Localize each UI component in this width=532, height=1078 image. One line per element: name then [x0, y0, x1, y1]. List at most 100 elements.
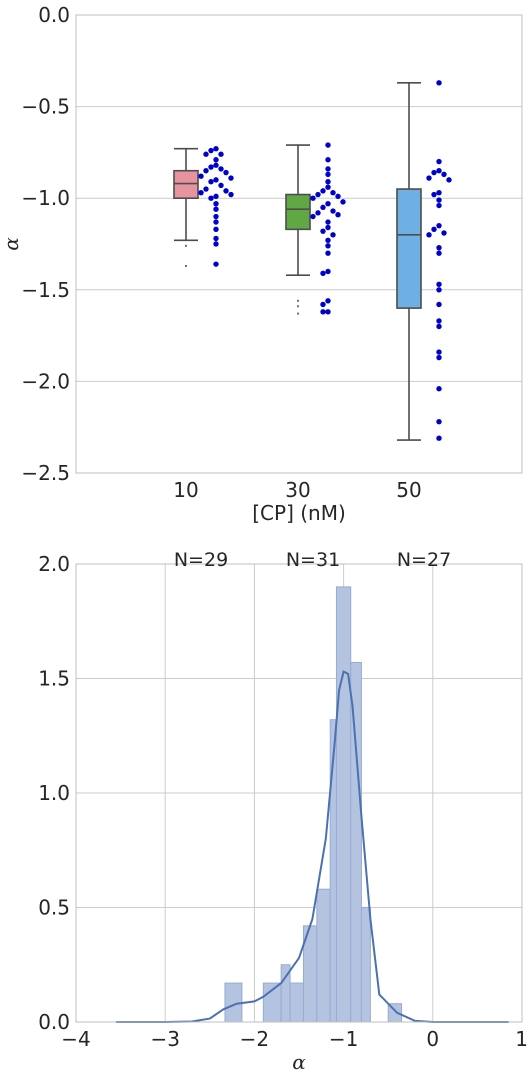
swarm-point — [213, 177, 219, 183]
swarm-point — [218, 166, 224, 172]
box-body — [396, 188, 422, 309]
swarm-point — [441, 230, 447, 236]
swarm-point — [320, 228, 326, 234]
swarm-point — [340, 199, 346, 205]
swarm-point — [436, 222, 442, 229]
swarm-point — [436, 354, 442, 361]
swarm-point — [325, 166, 331, 172]
box-body — [173, 169, 199, 200]
box-outlier — [185, 264, 187, 267]
sample-size-label: N=27 — [397, 549, 451, 571]
swarm-point — [436, 190, 442, 196]
swarm-point — [310, 195, 316, 201]
swarm-points — [198, 80, 452, 441]
swarm-point — [315, 191, 321, 198]
swarm-point — [436, 202, 442, 209]
histogram-y-ticks: 0.0 0.5 1.0 1.5 2.0 — [38, 552, 70, 1034]
swarm-point — [208, 164, 214, 170]
boxplot-y-tick-label: −2.0 — [21, 369, 70, 393]
histogram-y-tick-label: 0.0 — [38, 1010, 70, 1034]
box-outlier — [297, 312, 299, 315]
swarm-point — [436, 301, 442, 308]
boxplot-y-tick-label: −1.0 — [21, 186, 70, 210]
boxplot-x-tick-label: 30 — [285, 478, 310, 502]
boxplot-y-tick-label: −2.5 — [21, 461, 70, 485]
box-outlier — [297, 305, 299, 308]
box-outlier — [297, 299, 299, 302]
histogram-bars — [224, 586, 403, 1023]
histogram-x-axis-label: α — [292, 1050, 306, 1074]
histogram-x-tick-label: −1 — [329, 1027, 358, 1051]
swarm-point — [213, 219, 219, 225]
swarm-point — [441, 171, 447, 178]
swarm-point — [325, 179, 331, 185]
swarm-point — [436, 323, 442, 330]
histogram-x-tick-label: −2 — [240, 1027, 269, 1051]
swarm-point — [203, 186, 209, 192]
swarm-point — [213, 146, 219, 152]
swarm-point — [335, 193, 341, 200]
swarm-point — [325, 268, 331, 275]
swarm-point — [436, 435, 442, 441]
swarm-point — [320, 188, 326, 194]
swarm-point — [330, 232, 336, 238]
swarm-point — [218, 182, 224, 189]
swarm-point — [426, 232, 432, 238]
histogram-y-tick-label: 2.0 — [38, 552, 70, 576]
swarm-point — [320, 301, 326, 308]
histogram-frame — [75, 563, 523, 1023]
swarm-point — [436, 158, 442, 165]
boxplot-x-ticks: 10 30 50 — [173, 478, 421, 502]
swarm-point — [436, 168, 442, 174]
histogram-panel: 0.00.51.01.52.0 −4 −3 −2 −1 0 1 N=29 N=31 N=27 … — [38, 549, 528, 1074]
histogram-bar — [289, 982, 304, 1023]
swarm-point — [213, 213, 219, 220]
swarm-point — [325, 250, 331, 256]
swarm-point — [436, 197, 442, 203]
swarm-point — [330, 190, 336, 196]
histogram-x-tick-label: −4 — [61, 1027, 90, 1051]
swarm-point — [228, 191, 234, 198]
histogram-annotations: N=29 N=31 N=27 — [174, 549, 451, 571]
boxplot-boxes — [173, 81, 422, 441]
swarm-point — [436, 250, 442, 256]
box-30 — [285, 144, 311, 315]
histogram-x-ticks: −4 −3 −2 −1 0 1 — [61, 1027, 528, 1051]
swarm-point — [320, 309, 326, 315]
histogram-y-tick-label: 1.0 — [38, 781, 70, 805]
swarm-point — [335, 211, 341, 218]
swarm-point — [325, 298, 331, 304]
swarm-point — [203, 168, 209, 174]
boxplot-x-tick-label: 10 — [173, 478, 198, 502]
histogram-x-tick-label: −3 — [150, 1027, 179, 1051]
swarm-point — [436, 287, 442, 293]
swarm-point — [315, 210, 321, 216]
histogram-bar — [360, 907, 371, 1023]
histogram-bar — [335, 586, 352, 1023]
swarm-point — [325, 200, 331, 207]
boxplot-y-ticks: 0.0 −0.5 −1.0 −1.5 −2.0 −2.5 — [21, 3, 70, 485]
swarm-point — [446, 177, 452, 183]
swarm-point — [436, 419, 442, 425]
box-body — [285, 193, 311, 231]
boxplot-y-tick-label: 0.0 — [38, 3, 70, 27]
swarm-point — [213, 226, 219, 233]
swarm-point — [325, 157, 331, 163]
histogram-y-tick-label: 0.5 — [38, 896, 70, 920]
swarm-point — [436, 386, 442, 392]
histogram-y-tick-label: 1.5 — [38, 667, 70, 691]
swarm-point — [203, 151, 209, 157]
swarm-point — [213, 193, 219, 200]
swarm-point — [436, 80, 442, 86]
histogram-bar — [316, 888, 331, 1023]
swarm-point — [310, 213, 316, 220]
boxplot-y-axis-label: α — [0, 237, 23, 251]
swarm-point — [223, 188, 229, 194]
sample-size-label: N=31 — [286, 549, 340, 571]
swarm-point — [213, 200, 219, 207]
swarm-point — [198, 190, 204, 196]
swarm-point — [325, 171, 331, 178]
